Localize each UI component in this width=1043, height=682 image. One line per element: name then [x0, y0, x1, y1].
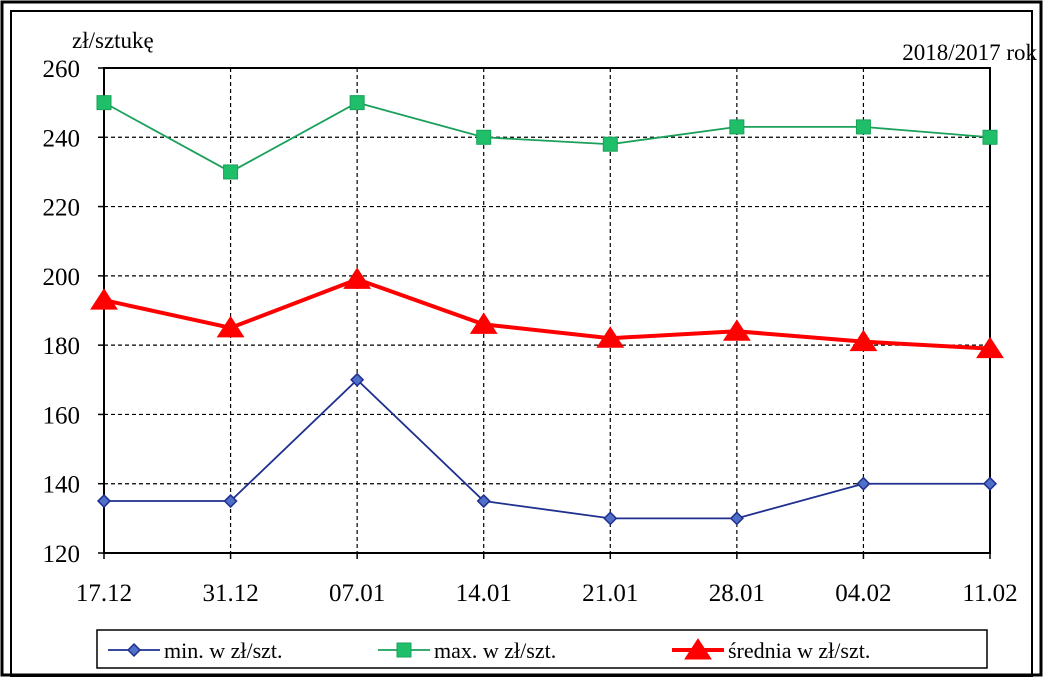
square-marker — [855, 119, 871, 135]
triangle-marker — [343, 267, 372, 289]
diamond-marker — [350, 372, 365, 387]
x-tick-label: 31.12 — [202, 580, 258, 607]
triangle-marker — [216, 315, 245, 338]
y-tick-label: 160 — [43, 402, 81, 429]
square-marker — [223, 164, 239, 180]
x-tick-label: 14.01 — [456, 580, 512, 607]
legend-item: min. w zł/szt. — [108, 638, 283, 663]
triangle-marker — [596, 326, 625, 348]
legend-item: średnia w zł/szt. — [672, 638, 870, 663]
triangle-marker — [849, 329, 878, 352]
y-tick-label: 200 — [43, 264, 81, 291]
y-tick-label: 260 — [43, 56, 81, 83]
series-2 — [96, 95, 998, 180]
legend-label: średnia w zł/szt. — [728, 638, 870, 663]
square-marker — [96, 95, 112, 111]
diamond-marker — [982, 476, 998, 491]
y-axis-ticks: 120 140 160 180 200 220 240 260 — [43, 56, 104, 568]
y-tick-label: 140 — [43, 472, 81, 499]
square-marker — [349, 95, 365, 111]
diamond-marker — [603, 511, 618, 526]
diamond-marker — [96, 493, 112, 509]
legend: min. w zł/szt. max. w zł/szt. średnia w zł… — [96, 629, 988, 669]
x-tick-label: 04.02 — [835, 580, 891, 607]
chart-frame-inner — [10, 10, 1033, 677]
series-line — [104, 378, 990, 520]
square-marker — [396, 642, 412, 658]
legend-label: max. w zł/szt. — [434, 638, 556, 663]
series-line — [103, 101, 991, 173]
triangle-marker — [90, 288, 118, 310]
triangle-marker — [469, 312, 498, 334]
series-3 — [90, 267, 1004, 359]
series-layer — [90, 95, 1004, 526]
triangle-marker — [684, 638, 712, 660]
y-unit-label: zł/sztukę — [72, 28, 154, 53]
square-marker — [602, 136, 618, 152]
diamond-marker — [126, 642, 142, 658]
square-marker — [476, 129, 492, 145]
diamond-marker — [856, 476, 871, 491]
triangle-marker — [976, 336, 1004, 359]
diamond-marker — [223, 493, 238, 509]
period-label: 2018/2017 rok — [902, 40, 1037, 65]
series-1 — [96, 372, 998, 526]
x-tick-label: 21.01 — [582, 580, 638, 607]
legend-item: max. w zł/szt. — [378, 638, 556, 663]
x-tick-label: 17.12 — [76, 580, 132, 607]
diamond-marker — [476, 493, 491, 509]
series-line — [103, 277, 991, 351]
square-marker — [729, 119, 745, 135]
legend-label: min. w zł/szt. — [164, 638, 283, 663]
plot-area — [103, 67, 991, 554]
diamond-marker — [729, 511, 744, 526]
x-tick-label: 11.02 — [962, 580, 1017, 607]
x-axis-ticks: 17.12 31.12 07.01 14.01 21.01 28.01 04.02 11.02 — [76, 553, 1018, 607]
x-tick-label: 07.01 — [329, 580, 385, 607]
triangle-marker — [722, 319, 751, 341]
square-marker — [982, 129, 998, 145]
y-tick-label: 240 — [43, 125, 81, 152]
y-tick-label: 220 — [43, 195, 81, 222]
y-tick-label: 180 — [43, 333, 81, 360]
legend-box — [96, 629, 988, 669]
y-tick-label: 120 — [43, 541, 81, 568]
x-tick-label: 28.01 — [709, 580, 765, 607]
